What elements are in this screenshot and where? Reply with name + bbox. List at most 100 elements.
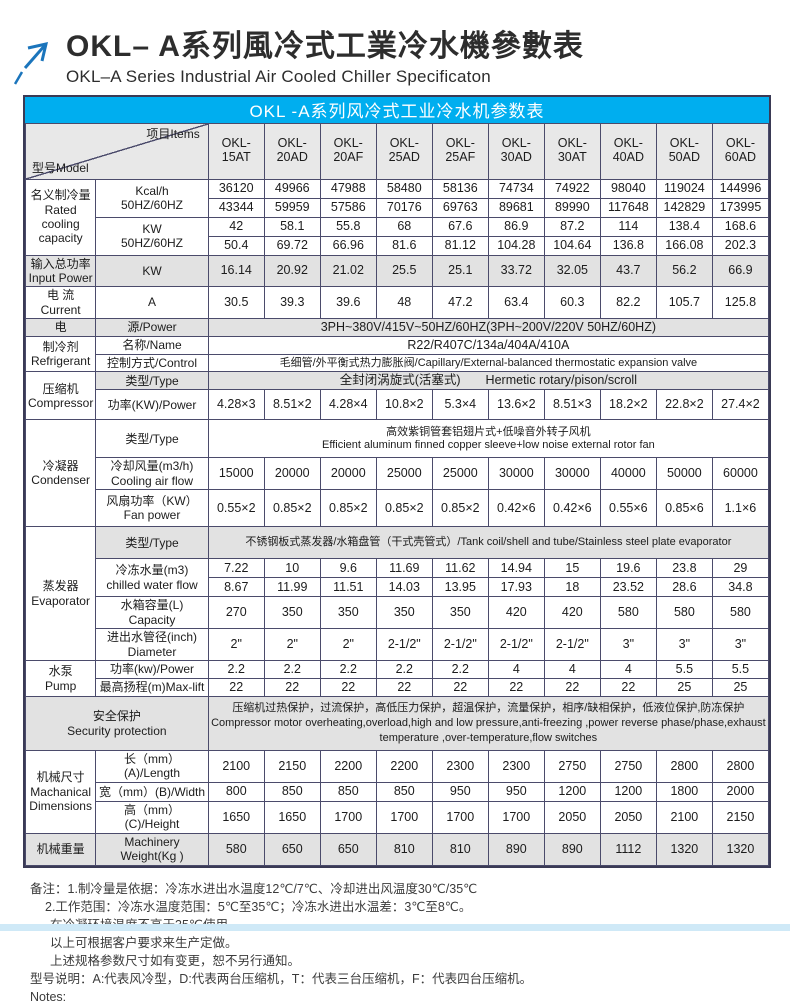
weight-value: 810 (431, 832, 489, 866)
row-refrigerant-name: 制冷剂 Refrigerant 名称/Name R22/R407C/134a/4… (24, 336, 770, 373)
kcal-60hz-value: 69763 (431, 197, 489, 218)
pipe-diameter-value: 2-1/2" (487, 628, 545, 662)
max-lift-value: 25 (711, 678, 770, 698)
max-lift-value: 22 (375, 678, 433, 698)
model-header-row: 项目Items 型号Model OKL-15AT OKL-20AD OKL-20AF… (25, 122, 770, 180)
tank-capacity-value: 580 (655, 596, 713, 630)
fan-power-value: 0.85×6 (655, 489, 713, 528)
max-lift-value: 22 (543, 678, 601, 698)
model-header: OKL-50AD (655, 122, 713, 180)
fan-power-value: 1.1×6 (711, 489, 770, 528)
kcal-50hz-value: 119024 (655, 178, 713, 199)
evaporator-type-label: 类型/Type (95, 526, 209, 560)
kw-50hz-value: 68 (375, 216, 433, 237)
current-label: 电 流 Current (24, 286, 97, 320)
height-value: 2100 (655, 800, 713, 834)
row-condenser-type: 冷凝器 Condenser 类型/Type 高效紫铜管套铝翅片式+低噪音外转子风… (24, 419, 770, 528)
length-value: 2300 (431, 750, 489, 783)
kcal-60hz-value: 142829 (655, 197, 713, 218)
kw-60hz-value: 202.3 (711, 235, 770, 256)
compressor-label: 压缩机 Compressor (24, 371, 97, 421)
compressor-power-value: 18.2×2 (599, 389, 657, 421)
dimensions-label: 机械尺寸 Machanical Dimensions (24, 750, 97, 834)
row-width: 宽（mm）(B)/Width 800 850 850 850 950 950 1200 120… (26, 781, 770, 802)
fan-power-value: 0.85×2 (431, 489, 489, 528)
fan-power-value: 0.85×2 (319, 489, 377, 528)
pump-power-value: 2.2 (319, 660, 377, 680)
note-line: Notes: (30, 990, 67, 1005)
row-length: 机械尺寸 Machanical Dimensions 长（mm）(A)/Leng… (24, 750, 770, 834)
fan-power-value: 0.55×6 (599, 489, 657, 528)
width-value: 1200 (543, 781, 601, 802)
chilled-water-50hz-value: 11.69 (375, 558, 433, 579)
kcal-50hz-value: 36120 (207, 178, 265, 199)
input-power-value: 33.72 (487, 254, 545, 288)
kcal-50hz-value: 144996 (711, 178, 770, 199)
weight-value: 1112 (599, 832, 657, 866)
current-value: 125.8 (711, 286, 770, 320)
model-header: OKL-15AT (207, 122, 265, 180)
pump-power-value: 2.2 (431, 660, 489, 680)
fan-power-label: 风扇功率（KW） Fan power (95, 489, 209, 528)
kcal-50hz-value: 58136 (431, 178, 489, 199)
pipe-diameter-value: 3" (655, 628, 713, 662)
page-header: OKL– A系列風冷式工業冷水機參數表 OKL–A Series Industr… (0, 0, 790, 87)
weight-item-label: Machinery Weight(Kg ) (95, 832, 209, 866)
weight-value: 650 (263, 832, 321, 866)
width-value: 950 (431, 781, 489, 802)
input-power-value: 25.5 (375, 254, 433, 288)
page-title-en: OKL–A Series Industrial Air Cooled Chill… (66, 66, 491, 86)
security-label: 安全保护 Security protection (25, 696, 209, 752)
row-current: 电 流 Current A 30.5 39.3 39.6 48 47.2 63.4 60.3… (24, 286, 770, 320)
row-refrigerant-control: 控制方式/Control 毛细管/外平衡式热力膨胀阀/Capillary/Ext… (26, 354, 770, 373)
model-header: OKL-25AD (375, 122, 433, 180)
tank-capacity-label: 水箱容量(L) Capacity (95, 596, 209, 630)
chilled-water-50hz-value: 23.8 (655, 558, 713, 579)
kcal-50hz-value: 98040 (599, 178, 657, 199)
current-value: 47.2 (431, 286, 489, 320)
kw-50hz-value: 58.1 (263, 216, 321, 237)
pipe-diameter-value: 2" (263, 628, 321, 662)
model-header: OKL-25AF (431, 122, 489, 180)
pump-power-value: 4 (599, 660, 657, 680)
fan-power-value: 0.42×6 (543, 489, 601, 528)
max-lift-value: 22 (207, 678, 265, 698)
width-value: 850 (375, 781, 433, 802)
table-caption: OKL -A系列风冷式工业冷水机参数表 (25, 96, 769, 123)
compressor-power-value: 4.28×4 (319, 389, 377, 421)
input-power-label: 输入总功率 Input Power (24, 254, 97, 288)
compressor-power-value: 27.4×2 (711, 389, 770, 421)
model-header: OKL-40AD (599, 122, 657, 180)
compressor-power-value: 4.28×3 (207, 389, 265, 421)
kw-50hz-value: 87.2 (543, 216, 601, 237)
power-supply-value: 3PH~380V/415V~50HZ/60HZ(3PH~200V/220V 50… (207, 318, 770, 338)
length-value: 2300 (487, 750, 545, 783)
row-compressor-power: 功率(KW)/Power 4.28×3 8.51×2 4.28×4 10.8×2 5.3… (26, 389, 770, 421)
pump-power-value: 2.2 (263, 660, 321, 680)
max-lift-value: 22 (431, 678, 489, 698)
input-power-value: 32.05 (543, 254, 601, 288)
length-value: 2800 (711, 750, 770, 783)
rated-capacity-label: 名义制冷量 Rated cooling capacity (24, 178, 97, 256)
length-value: 2200 (375, 750, 433, 783)
height-value: 2050 (543, 800, 601, 834)
note-line: 上述规格参数尺寸如有变更，恕不另行通知。 (50, 954, 301, 969)
max-lift-value: 22 (319, 678, 377, 698)
pipe-diameter-value: 2" (319, 628, 377, 662)
pump-power-value: 2.2 (207, 660, 265, 680)
row-fan-power: 风扇功率（KW） Fan power 0.55×2 0.85×2 0.85×2 0.8… (26, 489, 770, 528)
note-line: 备注：1.制冷量是依据：冷冻水进出水温度12℃/7℃、冷却进出风温度30℃/35… (30, 881, 478, 896)
weight-value: 810 (375, 832, 433, 866)
width-value: 2000 (711, 781, 770, 802)
row-security: 安全保护 Security protection 压缩机过热保护，过流保护，高低… (25, 696, 770, 752)
kw-50hz-value: 67.6 (431, 216, 489, 237)
chilled-water-60hz-value: 17.93 (487, 577, 545, 598)
security-value: 压缩机过热保护，过流保护，高低压力保护，超温保护，流量保护，相序/缺相保护，低液… (207, 696, 770, 752)
row-input-power: 输入总功率 Input Power KW 16.14 20.92 21.02 25.5… (24, 254, 770, 288)
pipe-diameter-value: 3" (711, 628, 770, 662)
pump-power-label: 功率(kw)/Power (95, 660, 209, 680)
chilled-water-60hz-value: 18 (543, 577, 601, 598)
current-unit: A (95, 286, 209, 320)
chilled-water-50hz-value: 11.62 (431, 558, 489, 579)
length-value: 2750 (543, 750, 601, 783)
